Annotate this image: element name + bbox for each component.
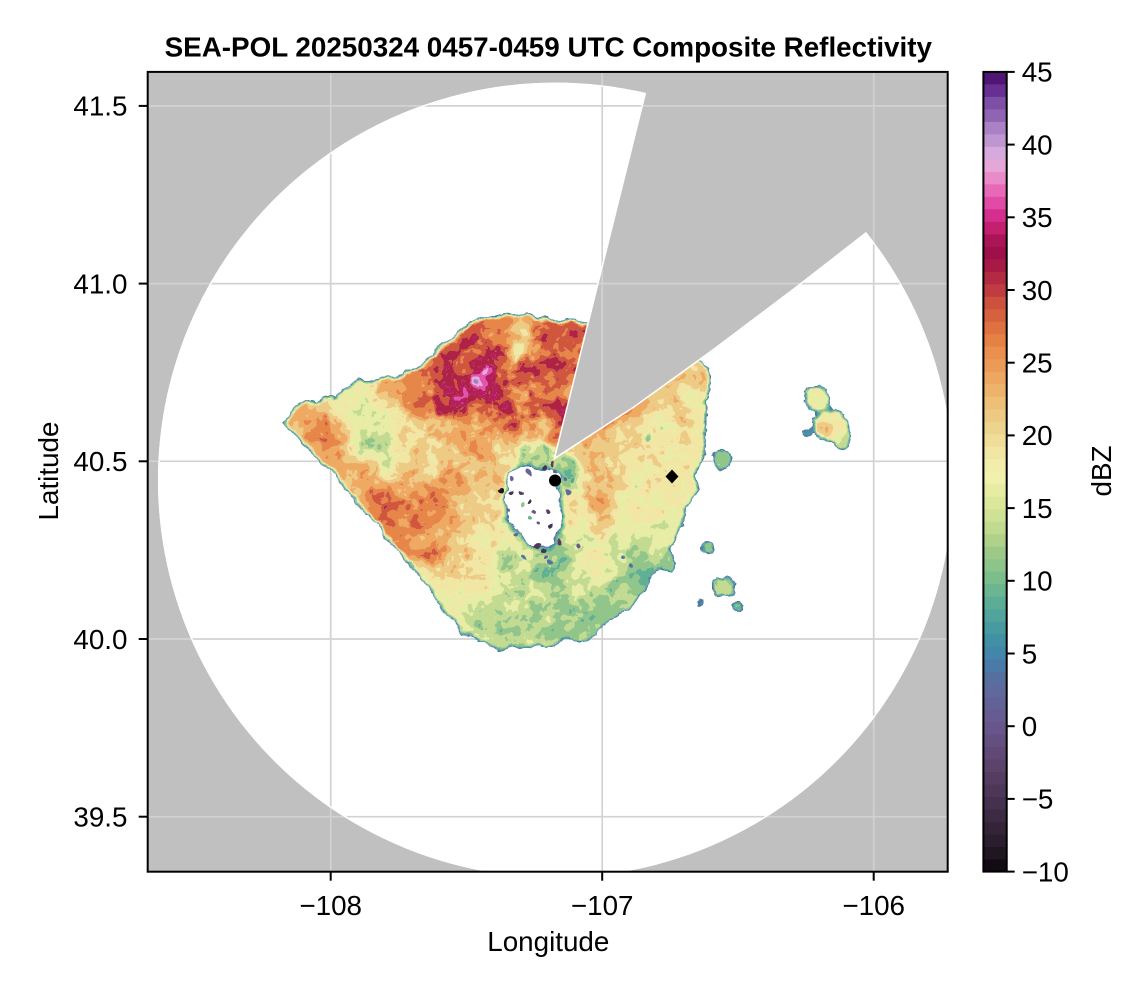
svg-text:40: 40	[1022, 129, 1053, 160]
svg-text:−107: −107	[571, 890, 634, 921]
svg-text:10: 10	[1022, 566, 1053, 597]
svg-text:−108: −108	[299, 890, 362, 921]
svg-text:−106: −106	[842, 890, 905, 921]
svg-text:dBZ: dBZ	[1086, 445, 1117, 496]
svg-text:41.5: 41.5	[73, 91, 127, 122]
svg-text:Latitude: Latitude	[33, 422, 64, 521]
svg-text:5: 5	[1022, 638, 1037, 669]
svg-text:−5: −5	[1022, 784, 1054, 815]
svg-text:39.5: 39.5	[73, 802, 127, 833]
svg-text:41.0: 41.0	[73, 268, 127, 299]
svg-text:40.0: 40.0	[73, 624, 127, 655]
svg-text:SEA-POL 20250324 0457-0459 UTC: SEA-POL 20250324 0457-0459 UTC Composite…	[165, 31, 933, 62]
svg-text:25: 25	[1022, 348, 1053, 379]
svg-text:45: 45	[1022, 57, 1053, 88]
svg-text:15: 15	[1022, 493, 1053, 524]
svg-text:Longitude: Longitude	[487, 926, 609, 957]
svg-text:0: 0	[1022, 711, 1037, 742]
svg-text:30: 30	[1022, 275, 1053, 306]
svg-text:35: 35	[1022, 202, 1053, 233]
svg-text:20: 20	[1022, 420, 1053, 451]
svg-text:40.5: 40.5	[73, 446, 127, 477]
svg-text:−10: −10	[1022, 856, 1069, 887]
